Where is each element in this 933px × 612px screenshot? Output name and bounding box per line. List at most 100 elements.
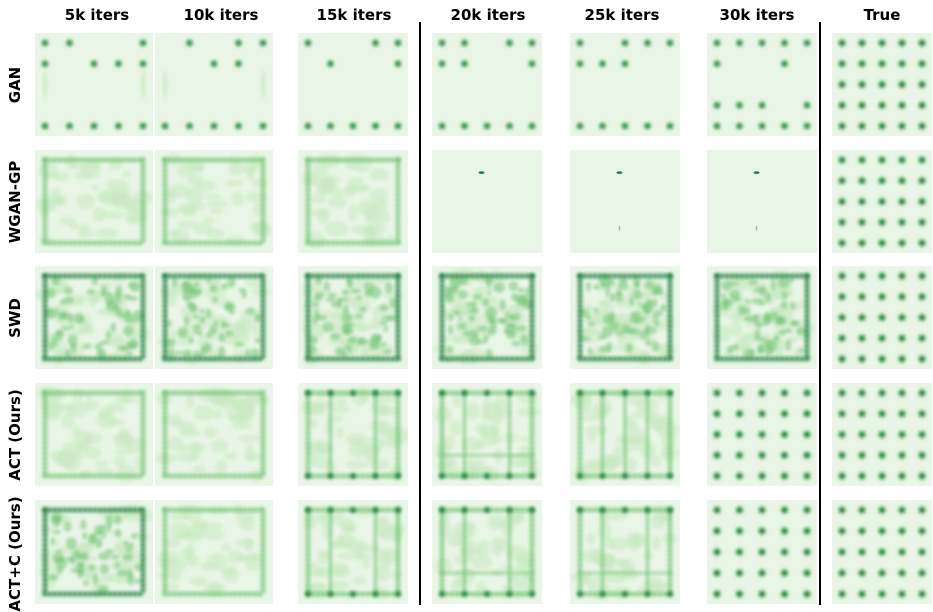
density-blob <box>507 527 512 533</box>
density-blob <box>260 333 266 339</box>
density-blob <box>529 61 535 67</box>
density-blob <box>167 157 173 163</box>
density-blob <box>117 473 123 479</box>
density-blob <box>225 330 233 337</box>
density-blob <box>122 356 128 362</box>
density-svg <box>434 390 541 483</box>
density-blob <box>468 334 481 346</box>
density-blob <box>380 507 386 513</box>
density-blob <box>782 290 788 300</box>
density-blob <box>587 356 593 362</box>
density-blob <box>607 574 627 584</box>
density-blob <box>106 329 111 340</box>
density-blob <box>714 452 720 459</box>
density-blob <box>340 591 346 597</box>
density-blob <box>577 273 583 279</box>
density-blob <box>499 390 505 396</box>
density-blob <box>919 81 925 88</box>
density-blob <box>839 452 845 459</box>
density-blob <box>600 542 605 548</box>
density-blob <box>162 328 168 334</box>
density-blob <box>305 455 311 461</box>
density-blob <box>305 557 311 563</box>
density-blob <box>652 310 663 317</box>
density-blob <box>260 172 266 178</box>
density-blob <box>919 219 925 226</box>
density-blob <box>462 527 467 533</box>
density-blob <box>330 540 340 549</box>
density-blob <box>489 571 495 575</box>
density-blob <box>260 460 266 466</box>
density-blob <box>132 390 138 396</box>
density-blob <box>122 273 128 279</box>
density-blob <box>325 273 331 279</box>
density-blob <box>474 473 480 479</box>
density-blob <box>42 333 48 339</box>
density-blob <box>385 273 391 279</box>
density-blob <box>335 591 341 597</box>
density-blob <box>328 405 333 411</box>
density-blob <box>322 321 335 333</box>
density-blob <box>764 273 770 279</box>
density-blob <box>172 591 178 597</box>
density-blob <box>305 157 311 163</box>
density-blob <box>499 298 506 311</box>
density-blob <box>879 591 885 597</box>
density-blob <box>42 390 48 396</box>
density-blob <box>774 356 780 362</box>
density-blob <box>95 537 103 549</box>
density-blob <box>325 240 331 246</box>
density-blob <box>162 293 168 299</box>
density-blob <box>373 430 378 436</box>
density-blob <box>162 348 168 354</box>
density-blob <box>327 591 334 597</box>
density-blob <box>305 572 311 578</box>
density-plot <box>570 33 680 136</box>
density-blob <box>312 317 318 326</box>
density-blob <box>373 527 378 533</box>
density-blob <box>260 410 266 416</box>
density-blob <box>617 356 623 362</box>
density-blob <box>164 207 179 218</box>
density-blob <box>167 390 173 396</box>
density-blob <box>529 303 535 309</box>
density-blob <box>474 390 480 396</box>
density-blob <box>305 192 311 198</box>
density-blob <box>769 311 778 321</box>
density-blob <box>462 532 467 538</box>
density-blob <box>774 343 784 361</box>
density-blob <box>317 549 332 557</box>
density-blob <box>385 240 391 246</box>
density-blob <box>87 390 93 396</box>
density-blob <box>899 507 905 513</box>
density-blob <box>245 443 255 461</box>
density-blob <box>474 571 480 575</box>
density-blob <box>736 431 743 438</box>
density-blob <box>260 202 266 208</box>
density-blob <box>804 410 810 417</box>
density-blob <box>727 347 732 355</box>
density-blob <box>519 571 525 575</box>
density-blob <box>207 390 213 396</box>
density-blob <box>587 390 593 396</box>
density-blob <box>395 591 401 597</box>
density-blob <box>395 400 401 406</box>
density-blob <box>182 356 188 362</box>
density-blob <box>328 527 333 533</box>
density-blob <box>192 323 202 335</box>
density-blob <box>162 123 168 129</box>
density-blob <box>577 465 583 471</box>
density-blob <box>72 356 78 362</box>
density-blob <box>395 522 401 528</box>
density-svg <box>304 39 402 130</box>
density-blob <box>260 273 266 279</box>
density-blob <box>494 390 500 396</box>
density-blob <box>637 300 642 306</box>
density-blob <box>439 283 445 289</box>
density-blob <box>113 515 122 524</box>
density-blob <box>167 473 173 479</box>
density-blob <box>439 547 445 553</box>
density-blob <box>172 273 178 279</box>
density-blob <box>395 40 401 46</box>
density-blob <box>577 395 583 401</box>
